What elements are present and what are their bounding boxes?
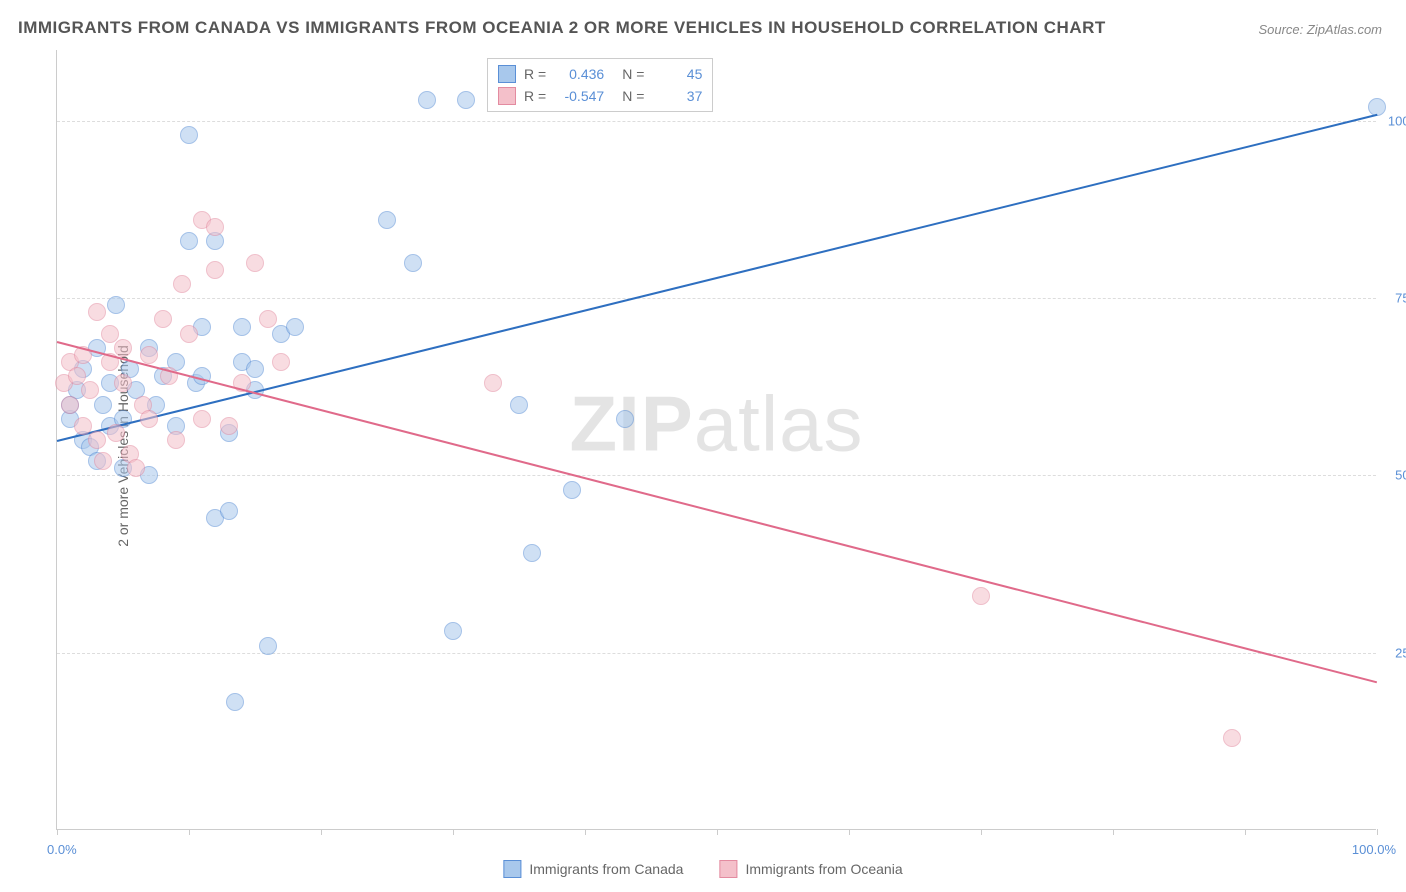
scatter-point [180, 325, 198, 343]
x-tick [981, 829, 982, 835]
x-tick [849, 829, 850, 835]
scatter-point [107, 296, 125, 314]
legend-swatch [719, 860, 737, 878]
legend-swatch [498, 65, 516, 83]
scatter-point [246, 254, 264, 272]
scatter-point [246, 360, 264, 378]
scatter-point [418, 91, 436, 109]
n-value: 37 [652, 88, 702, 104]
r-value: 0.436 [554, 66, 604, 82]
legend-label: Immigrants from Oceania [745, 861, 902, 877]
x-tick [717, 829, 718, 835]
trend-line [57, 341, 1377, 683]
r-value: -0.547 [554, 88, 604, 104]
x-tick [189, 829, 190, 835]
gridline [57, 121, 1376, 122]
n-value: 45 [652, 66, 702, 82]
scatter-point [94, 396, 112, 414]
scatter-point [972, 587, 990, 605]
scatter-point [272, 353, 290, 371]
scatter-point [510, 396, 528, 414]
y-tick-label: 100.0% [1382, 113, 1406, 128]
scatter-point [226, 693, 244, 711]
scatter-point [140, 410, 158, 428]
scatter-point [259, 310, 277, 328]
legend-swatch [503, 860, 521, 878]
scatter-point [88, 431, 106, 449]
scatter-point [206, 218, 224, 236]
y-tick-label: 50.0% [1382, 468, 1406, 483]
scatter-point [180, 232, 198, 250]
x-tick [585, 829, 586, 835]
scatter-point [81, 381, 99, 399]
scatter-point [193, 410, 211, 428]
y-tick-label: 75.0% [1382, 291, 1406, 306]
chart-title: IMMIGRANTS FROM CANADA VS IMMIGRANTS FRO… [18, 18, 1106, 38]
scatter-point [114, 374, 132, 392]
x-tick [453, 829, 454, 835]
scatter-point [154, 310, 172, 328]
scatter-point [523, 544, 541, 562]
x-tick [1377, 829, 1378, 835]
scatter-point [1223, 729, 1241, 747]
x-tick [1113, 829, 1114, 835]
scatter-point [68, 367, 86, 385]
scatter-plot: ZIPatlas R =0.436N =45R =-0.547N =37 0.0… [56, 50, 1376, 830]
scatter-point [457, 91, 475, 109]
n-label: N = [622, 66, 644, 82]
legend-item: Immigrants from Oceania [719, 860, 902, 878]
x-tick [321, 829, 322, 835]
gridline [57, 298, 1376, 299]
correlation-legend: R = 0.436 N = 45 R = -0.547 N = 37 [487, 58, 713, 112]
scatter-point [233, 318, 251, 336]
gridline [57, 653, 1376, 654]
legend-swatch [498, 87, 516, 105]
r-label: R = [524, 66, 546, 82]
scatter-point [378, 211, 396, 229]
legend-item: Immigrants from Canada [503, 860, 683, 878]
scatter-point [444, 622, 462, 640]
scatter-point [616, 410, 634, 428]
scatter-point [206, 261, 224, 279]
scatter-point [286, 318, 304, 336]
x-axis-max-label: 100.0% [1352, 842, 1396, 857]
scatter-point [101, 325, 119, 343]
scatter-point [94, 452, 112, 470]
y-tick-label: 25.0% [1382, 645, 1406, 660]
scatter-point [61, 396, 79, 414]
source-credit: Source: ZipAtlas.com [1258, 22, 1382, 37]
x-tick [1245, 829, 1246, 835]
scatter-point [563, 481, 581, 499]
correlation-legend-row: R = 0.436 N = 45 [498, 63, 702, 85]
scatter-point [167, 431, 185, 449]
scatter-point [127, 459, 145, 477]
correlation-legend-row: R = -0.547 N = 37 [498, 85, 702, 107]
gridline [57, 475, 1376, 476]
scatter-point [220, 417, 238, 435]
n-label: N = [622, 88, 644, 104]
scatter-point [140, 346, 158, 364]
scatter-point [220, 502, 238, 520]
scatter-point [107, 424, 125, 442]
scatter-point [74, 417, 92, 435]
scatter-point [1368, 98, 1386, 116]
scatter-point [180, 126, 198, 144]
series-legend: Immigrants from Canada Immigrants from Oc… [503, 860, 902, 878]
watermark: ZIPatlas [569, 378, 863, 469]
scatter-point [404, 254, 422, 272]
x-tick [57, 829, 58, 835]
scatter-point [484, 374, 502, 392]
r-label: R = [524, 88, 546, 104]
legend-label: Immigrants from Canada [529, 861, 683, 877]
scatter-point [88, 303, 106, 321]
scatter-point [259, 637, 277, 655]
x-axis-min-label: 0.0% [47, 842, 77, 857]
scatter-point [173, 275, 191, 293]
scatter-point [114, 339, 132, 357]
